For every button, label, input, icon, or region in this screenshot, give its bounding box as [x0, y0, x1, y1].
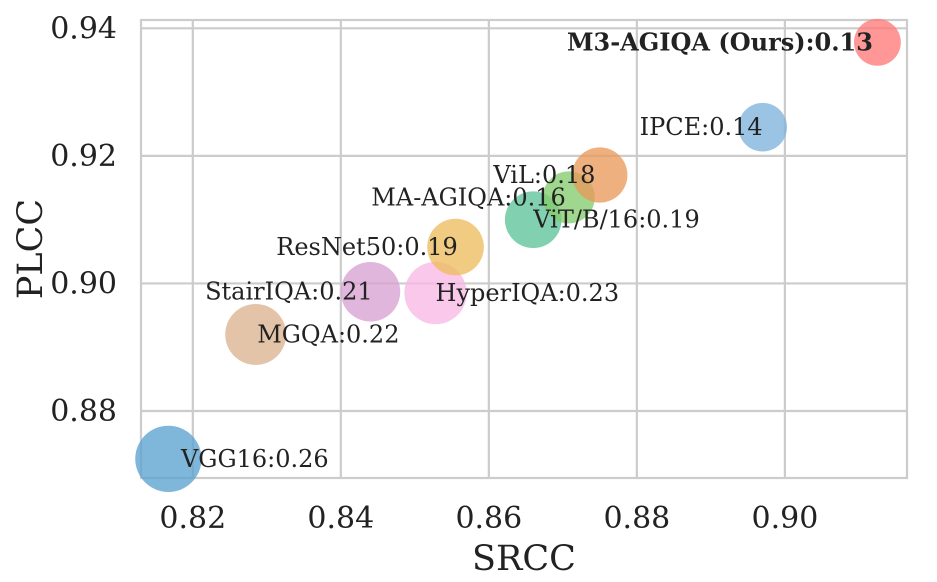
plot-area-frame — [139, 18, 909, 480]
point-label-stairiqa: StairIQA:0.21 — [205, 278, 373, 306]
point-label-ma-agiqa: MA-AGIQA:0.16 — [371, 183, 566, 211]
y-axis-title: PLCC — [11, 199, 51, 299]
point-label-hyperiqa: HyperIQA:0.23 — [436, 279, 620, 307]
x-tick-label: 0.88 — [603, 501, 670, 536]
x-tick-label: 0.86 — [455, 501, 522, 536]
point-vgg16 — [135, 425, 202, 493]
data-points — [135, 18, 901, 493]
y-tick-label: 0.94 — [50, 11, 117, 46]
point-label-ipce: IPCE:0.14 — [640, 113, 763, 141]
y-tick-label: 0.90 — [50, 266, 117, 301]
point-label-resnet50: ResNet50:0.19 — [276, 233, 458, 261]
point-m3-agiqa-ours — [853, 18, 901, 66]
point-label-vgg16: VGG16:0.26 — [180, 445, 329, 473]
x-axis-title: SRCC — [472, 539, 576, 579]
point-label-mgqa: MGQA:0.22 — [257, 320, 399, 348]
point-vil — [572, 147, 628, 203]
point-stairiqa — [340, 261, 401, 322]
x-axis-ticks: 0.82 0.84 0.86 0.88 0.90 — [159, 501, 818, 536]
x-tick-label: 0.82 — [159, 501, 226, 536]
point-label-vit-b-16: ViT/B/16:0.19 — [532, 206, 699, 234]
point-label-vil: ViL:0.18 — [492, 161, 595, 189]
point-labels: VGG16:0.26 MGQA:0.22 StairIQA:0.21 HyperIQA… — [180, 27, 873, 473]
point-label-m3-agiqa-ours: M3-AGIQA (Ours):0.13 — [567, 27, 873, 56]
point-resnet50 — [427, 218, 484, 276]
point-hyperiqa — [404, 261, 467, 325]
point-mgqa — [225, 303, 287, 365]
y-tick-label: 0.88 — [50, 394, 117, 429]
grid-lines — [141, 20, 907, 478]
x-tick-label: 0.84 — [307, 501, 374, 536]
y-axis-ticks: 0.88 0.90 0.92 0.94 — [50, 11, 117, 429]
x-tick-label: 0.90 — [751, 501, 818, 536]
point-ipce — [738, 102, 788, 152]
y-tick-label: 0.92 — [50, 139, 117, 174]
